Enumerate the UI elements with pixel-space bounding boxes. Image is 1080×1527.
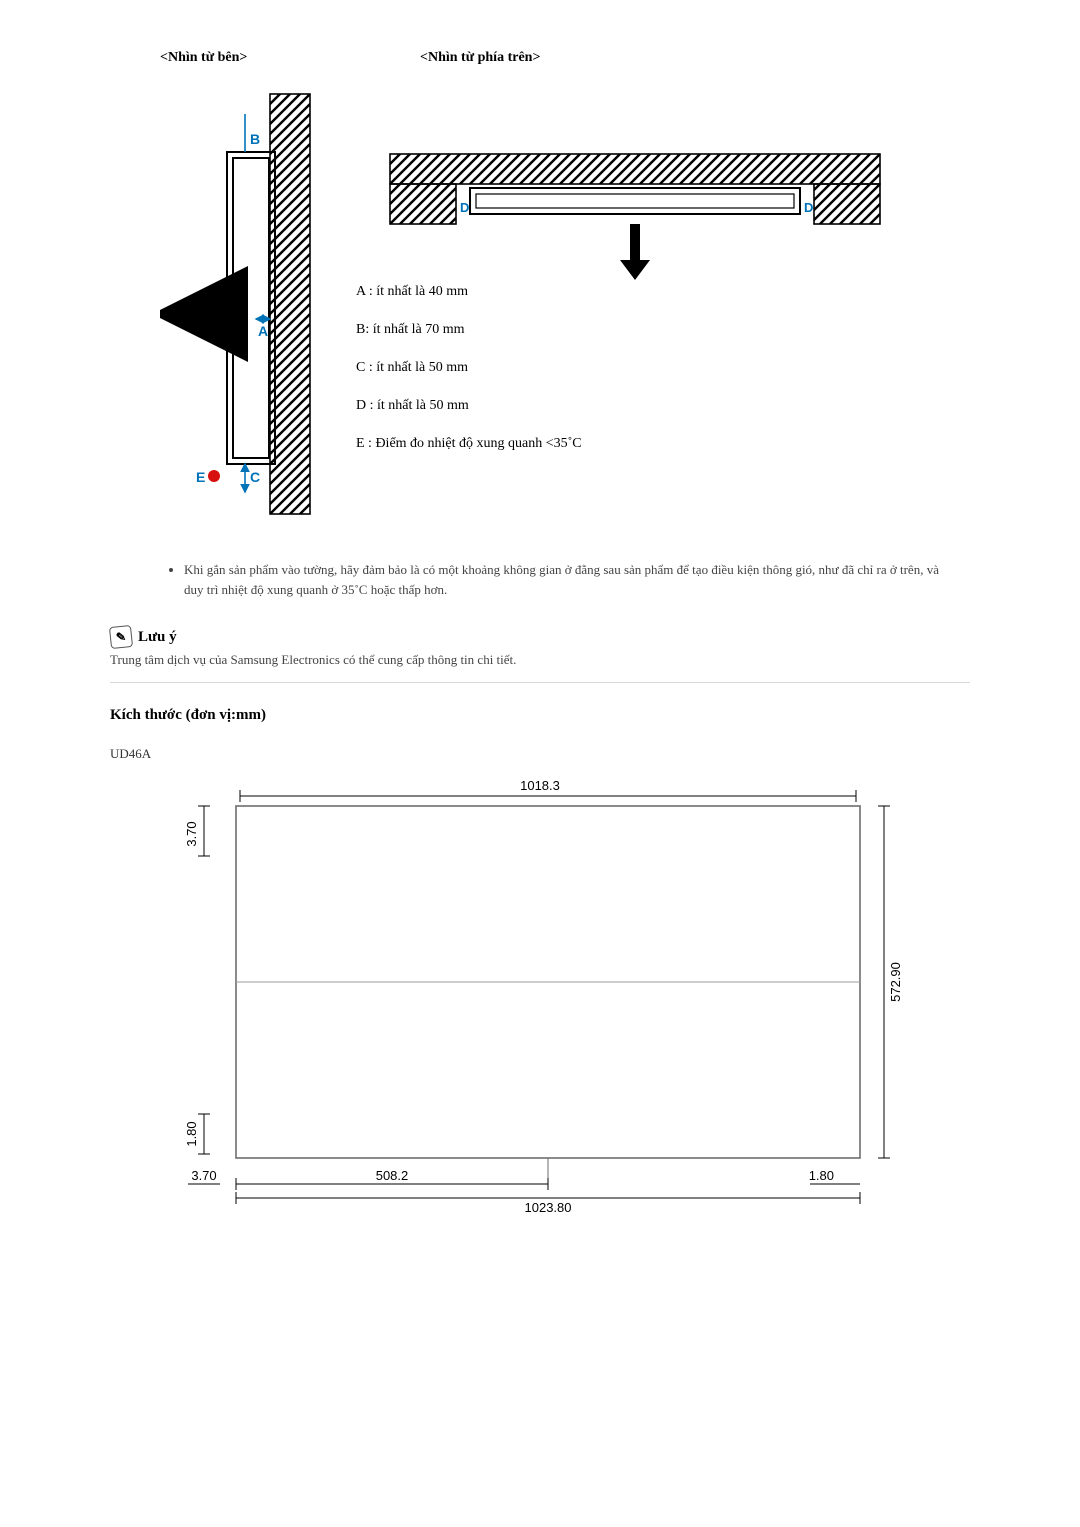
dim-left-lower-gap: 1.80 [184,1122,199,1147]
dim-left-upper: 3.70 [184,822,199,847]
dim-right-height: 572.90 [888,962,903,1002]
dim-left-lower-btm: 3.70 [191,1168,216,1183]
marker-d-right: D [804,200,813,215]
dim-top-inner: 1018.3 [520,778,560,793]
spec-c: C : ít nhất là 50 mm [356,360,582,376]
note-block: ✎ Lưu ý Trung tâm dịch vụ của Samsung El… [110,626,970,668]
dim-bottom-half: 508.2 [376,1168,409,1183]
install-note-text: Khi gắn sản phẩm vào tường, hãy đảm bảo … [184,560,940,600]
spec-e: E : Điểm đo nhiệt độ xung quanh <35˚C [356,436,582,452]
marker-b: B [250,131,260,147]
clearance-spec-list: A : ít nhất là 40 mm B: ít nhất là 70 mm… [356,284,582,474]
marker-e: E [196,469,205,485]
spec-a: A : ít nhất là 40 mm [356,284,582,300]
dim-right-small: 1.80 [809,1168,834,1183]
view-labels: <Nhìn từ bên> <Nhìn từ phía trên> [110,50,970,66]
install-note-list: Khi gắn sản phẩm vào tường, hãy đảm bảo … [166,560,940,600]
marker-a: A [258,323,268,339]
dimensions-diagram: 1018.3 3.70 572.90 1.80 3.70 1.80 508.2 [170,776,970,1231]
note-body: Trung tâm dịch vụ của Samsung Electronic… [110,652,970,668]
spec-d: D : ít nhất là 50 mm [356,398,582,414]
note-icon: ✎ [109,625,133,649]
dimensions-title: Kích thước (đơn vị:mm) [110,707,970,724]
marker-c: C [250,469,260,485]
clearance-diagram: B A C E D D A : ít nhất là 40 mm B: ít n… [160,84,970,534]
dim-bottom-total: 1023.80 [525,1200,572,1215]
marker-d-left: D [460,200,469,215]
note-title: Lưu ý [138,629,177,646]
separator [110,682,970,683]
spec-b: B: ít nhất là 70 mm [356,322,582,338]
top-view-label: <Nhìn từ phía trên> [420,50,540,66]
side-view-label: <Nhìn từ bên> [160,50,420,66]
model-name: UD46A [110,746,970,762]
